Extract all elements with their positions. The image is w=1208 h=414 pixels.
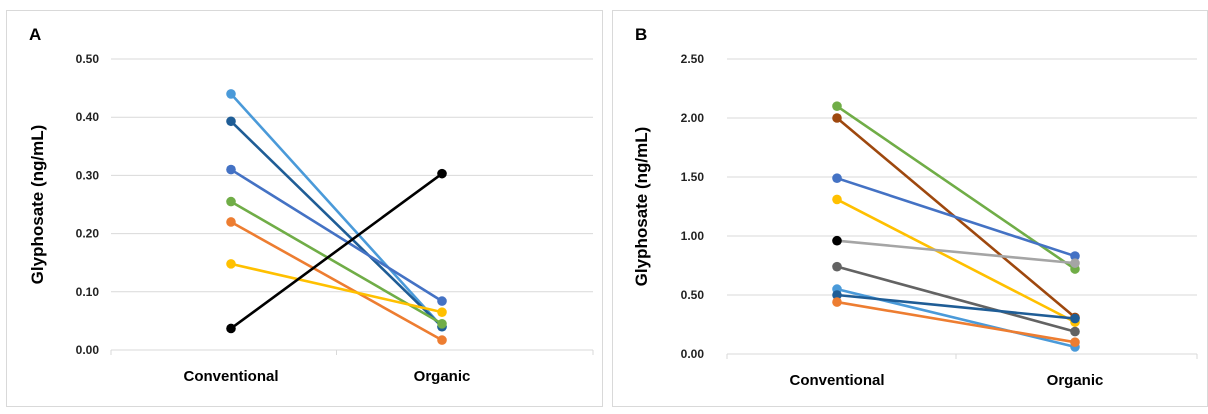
y-tick-label: 0.20: [76, 227, 100, 241]
data-point: [437, 296, 447, 306]
data-point: [437, 335, 447, 345]
data-point: [1070, 337, 1080, 348]
series-line: [835, 239, 1077, 265]
series-line: [229, 119, 444, 329]
data-point: [832, 297, 842, 307]
data-point: [832, 235, 842, 246]
data-point: [1070, 258, 1080, 268]
series-5: [835, 239, 1077, 265]
data-point: [1070, 251, 1080, 261]
series-6: [229, 262, 444, 314]
data-point: [226, 116, 236, 127]
data-point: [832, 173, 842, 183]
x-category-label: Organic: [414, 368, 471, 385]
y-tick-label: 2.00: [681, 111, 705, 125]
series-1: [229, 92, 444, 329]
series-8: [835, 293, 1077, 320]
y-tick-label: 1.00: [681, 229, 705, 243]
series-9: [835, 300, 1077, 344]
data-point: [832, 113, 842, 123]
chart-panel-a: A 0.00 0.10 0.20 0.30 0.40 0.50 Glyphosate (ng…: [6, 10, 603, 407]
x-category-label: Organic: [1047, 372, 1104, 389]
series-7: [229, 172, 444, 330]
data-point: [226, 217, 236, 227]
data-point: [437, 319, 447, 329]
y-tick-label: 0.00: [76, 343, 100, 357]
panel-label-b: B: [635, 25, 648, 44]
series-6: [835, 265, 1077, 333]
y-tick-label: 0.10: [76, 285, 100, 299]
chart-a: 0.00 0.10 0.20 0.30 0.40 0.50 Glyphosate (ng/m…: [28, 52, 594, 385]
x-category-label: Conventional: [789, 372, 884, 389]
series-line: [835, 198, 1077, 324]
data-point: [226, 323, 236, 334]
x-category-label: Conventional: [183, 368, 278, 385]
series-line: [835, 176, 1077, 258]
series-line: [229, 220, 444, 342]
series-4: [835, 198, 1077, 324]
y-tick-label: 0.30: [76, 168, 100, 182]
series-line: [229, 92, 444, 329]
series-2: [229, 119, 444, 329]
series-line: [835, 293, 1077, 320]
series-line: [835, 265, 1077, 333]
data-point: [832, 261, 842, 272]
y-tick-label: 0.40: [76, 110, 100, 124]
y-tick-label: 0.50: [76, 52, 100, 66]
data-point: [832, 101, 842, 111]
data-point: [1070, 313, 1080, 324]
data-point: [226, 164, 236, 175]
chart-b: 0.00 0.50 1.00 1.50 2.00 2.50 Glyphosate (ng/m…: [632, 52, 1198, 389]
series-3: [229, 168, 444, 303]
series-5: [229, 220, 444, 342]
y-axis-label: Glyphosate (ng/mL): [632, 127, 651, 287]
data-point: [832, 290, 842, 300]
series-line: [229, 262, 444, 314]
panel-label-a: A: [29, 25, 42, 44]
data-point: [226, 89, 236, 99]
y-tick-label: 2.50: [681, 52, 705, 66]
data-point: [1070, 326, 1080, 337]
series-line: [229, 172, 444, 330]
y-axis-label: Glyphosate (ng/mL): [28, 125, 47, 285]
series-line: [229, 168, 444, 303]
data-point: [832, 194, 842, 205]
series-3: [835, 176, 1077, 258]
data-point: [226, 259, 236, 269]
y-tick-label: 0.00: [681, 347, 705, 361]
y-tick-label: 0.50: [681, 288, 705, 302]
chart-panel-b: B 0.00 0.50 1.00 1.50 2.00 2.50 Glyphosate (ng…: [612, 10, 1208, 407]
data-point: [437, 307, 447, 317]
data-point: [226, 196, 236, 207]
y-tick-label: 1.50: [681, 170, 705, 184]
data-point: [437, 168, 447, 179]
series-line: [835, 300, 1077, 344]
